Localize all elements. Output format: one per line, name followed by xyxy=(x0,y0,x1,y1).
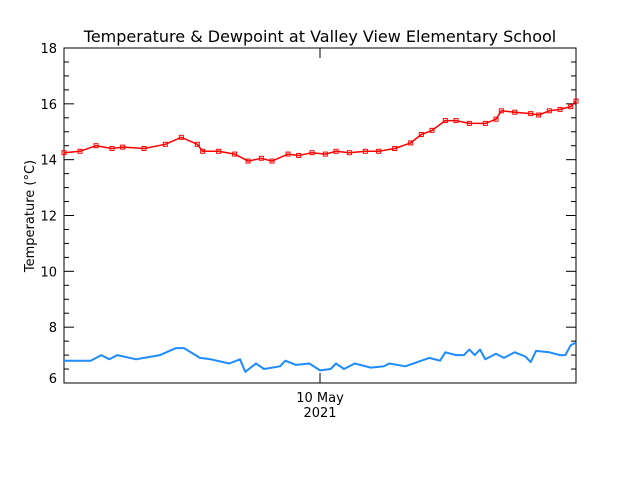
y-tick-label: 12 xyxy=(40,210,57,225)
series-1 xyxy=(64,341,577,373)
data-point xyxy=(61,150,67,156)
data-point xyxy=(418,132,424,138)
data-point xyxy=(141,146,147,151)
data-point xyxy=(285,151,291,157)
y-tick-label: 10 xyxy=(40,265,57,280)
data-point xyxy=(466,120,472,126)
data-point xyxy=(442,118,448,124)
data-point xyxy=(453,118,459,124)
series-line xyxy=(64,341,577,373)
data-point xyxy=(245,158,251,164)
data-point xyxy=(162,141,168,147)
data-point xyxy=(528,111,534,117)
data-point xyxy=(498,108,504,114)
data-point xyxy=(178,134,184,140)
data-point xyxy=(568,104,574,110)
data-point xyxy=(512,109,518,115)
data-point xyxy=(232,151,238,157)
y-tick-label: 14 xyxy=(40,154,57,169)
y-tick-label: 18 xyxy=(40,42,57,57)
data-point xyxy=(376,148,382,154)
y-tick-label: 16 xyxy=(40,98,57,113)
data-point xyxy=(573,98,579,104)
data-point xyxy=(309,150,315,156)
data-point xyxy=(429,127,435,133)
data-point xyxy=(109,146,115,151)
data-point xyxy=(362,148,368,154)
data-point xyxy=(322,151,328,157)
data-point xyxy=(269,158,275,164)
data-point xyxy=(546,108,552,114)
x-tick-sublabel: 2021 xyxy=(303,406,336,421)
data-point xyxy=(557,106,563,112)
plot-frame xyxy=(63,47,577,384)
data-point xyxy=(493,116,499,122)
data-point xyxy=(536,112,542,118)
y-tick-label: 6 xyxy=(49,372,57,387)
data-point xyxy=(333,148,339,154)
x-tick-label: 10 May xyxy=(296,391,344,406)
data-point xyxy=(77,148,83,154)
y-tick-label: 8 xyxy=(49,321,57,336)
data-point xyxy=(258,155,264,161)
data-point xyxy=(200,148,206,154)
data-point xyxy=(296,152,302,158)
data-point xyxy=(194,141,200,147)
data-point xyxy=(482,120,488,126)
data-point xyxy=(93,143,99,149)
series-group xyxy=(61,98,579,373)
chart-title: Temperature & Dewpoint at Valley View El… xyxy=(83,27,556,46)
series-0 xyxy=(61,98,579,164)
y-axis-label: Temperature (°C) xyxy=(23,160,38,273)
data-point xyxy=(120,144,126,150)
data-point xyxy=(392,146,398,151)
series-line xyxy=(63,100,577,162)
data-point xyxy=(346,150,352,156)
data-point xyxy=(408,140,414,146)
data-point xyxy=(216,148,222,154)
